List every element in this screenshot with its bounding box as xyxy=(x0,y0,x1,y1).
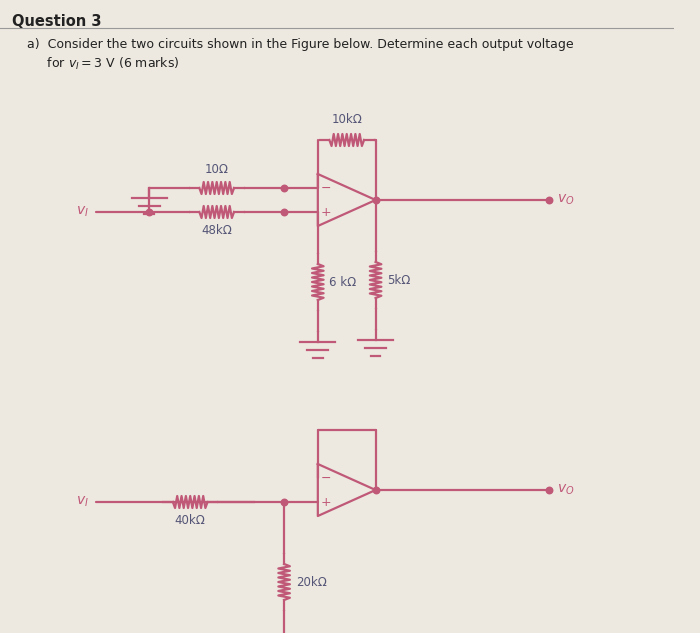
Text: −: − xyxy=(321,182,331,194)
Text: $v_O$: $v_O$ xyxy=(556,193,574,207)
Text: $v_I$: $v_I$ xyxy=(76,205,89,219)
Point xyxy=(279,207,290,217)
Point xyxy=(370,485,382,495)
Text: −: − xyxy=(321,472,331,484)
Point xyxy=(543,195,554,205)
Point xyxy=(279,183,290,193)
Point xyxy=(370,195,382,205)
Text: $v_O$: $v_O$ xyxy=(556,483,574,497)
Text: 20kΩ: 20kΩ xyxy=(295,575,326,589)
Text: 40kΩ: 40kΩ xyxy=(175,514,206,527)
Text: 6 kΩ: 6 kΩ xyxy=(330,275,356,289)
Text: 5kΩ: 5kΩ xyxy=(387,273,410,287)
Text: 48kΩ: 48kΩ xyxy=(202,224,232,237)
Text: +: + xyxy=(320,206,331,218)
Text: for $v_I = 3$ V (6 marks): for $v_I = 3$ V (6 marks) xyxy=(27,56,179,72)
Text: +: + xyxy=(320,496,331,508)
Point xyxy=(144,207,155,217)
Text: 10Ω: 10Ω xyxy=(204,163,229,176)
Point xyxy=(279,497,290,507)
Text: Question 3: Question 3 xyxy=(12,14,101,29)
Text: $v_I$: $v_I$ xyxy=(76,495,89,509)
Text: 10kΩ: 10kΩ xyxy=(331,113,362,126)
Point xyxy=(543,485,554,495)
Text: a)  Consider the two circuits shown in the Figure below. Determine each output v: a) Consider the two circuits shown in th… xyxy=(27,38,573,51)
